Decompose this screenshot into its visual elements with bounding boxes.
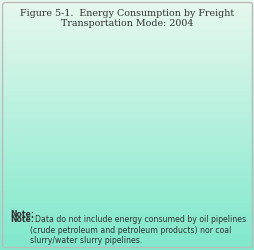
Wedge shape [63,126,124,156]
Wedge shape [69,68,186,192]
Text: Class I Rail
(Distillate/
diesel fuel)
8%: Class I Rail (Distillate/ diesel fuel) 8… [7,127,54,168]
Text: Water
16%: Water 16% [29,89,54,109]
Text: Figure 5-1.  Energy Consumption by Freight: Figure 5-1. Energy Consumption by Freigh… [20,9,234,18]
Text: Pipeline (natural gas only)
8%: Pipeline (natural gas only) 8% [69,30,180,50]
Text: Transportation Mode: 2004: Transportation Mode: 2004 [61,19,193,28]
Text: Truck
68%: Truck 68% [197,128,219,147]
Text: Note:: Note: [10,210,34,219]
Wedge shape [95,68,124,130]
Text: Data do not include energy consumed by oil pipelines (crude petroleum and petrol: Data do not include energy consumed by o… [30,215,245,245]
Wedge shape [63,76,124,130]
Text: Note:: Note: [10,215,34,224]
